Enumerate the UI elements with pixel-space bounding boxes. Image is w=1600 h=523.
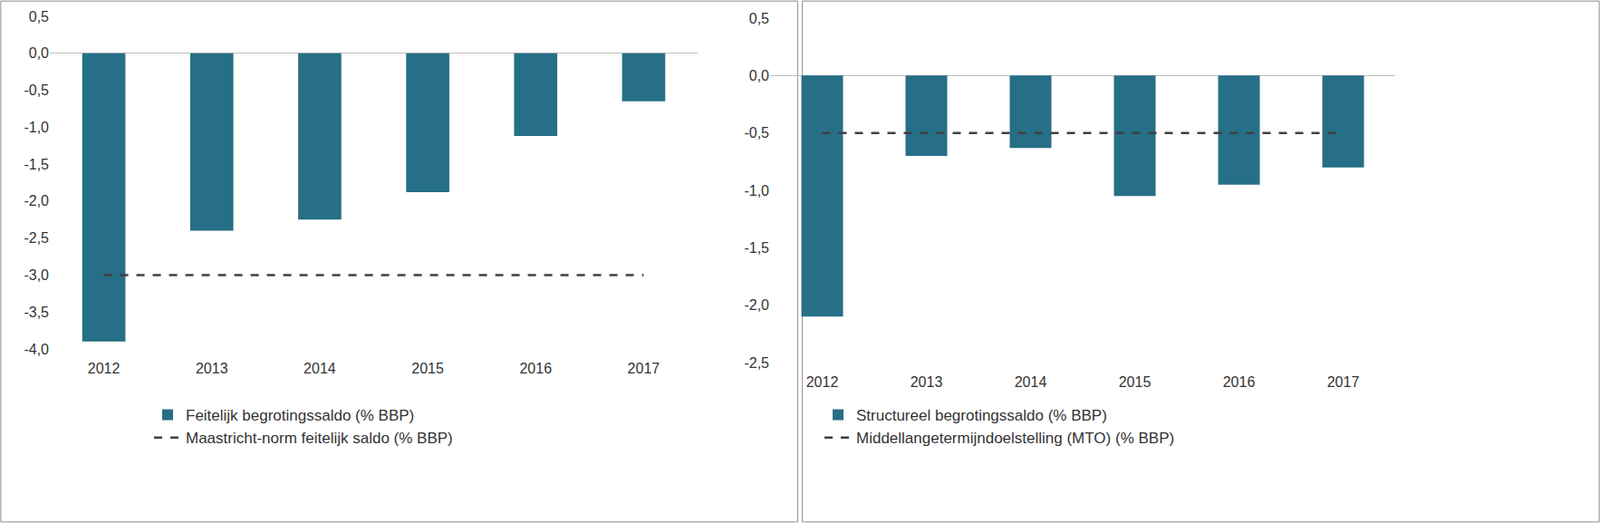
svg-text:-1,0: -1,0: [743, 183, 770, 199]
svg-text:2012: 2012: [87, 360, 121, 376]
svg-text:-2,0: -2,0: [743, 297, 770, 313]
svg-text:2014: 2014: [303, 360, 337, 376]
svg-text:2016: 2016: [519, 360, 552, 376]
svg-text:-3,5: -3,5: [23, 304, 49, 320]
svg-text:2015: 2015: [1118, 374, 1152, 390]
svg-text:2012: 2012: [806, 374, 839, 390]
svg-text:-2,0: -2,0: [23, 192, 49, 209]
svg-text:Middellangetermijndoelstelling: Middellangetermijndoelstelling (MTO) (% …: [856, 429, 1175, 447]
svg-text:Feitelijk begrotingssaldo (% B: Feitelijk begrotingssaldo (% BBP): [185, 406, 415, 425]
svg-text:-0,5: -0,5: [23, 82, 49, 98]
svg-text:-4,0: -4,0: [23, 341, 49, 357]
svg-text:0,5: 0,5: [28, 9, 49, 25]
svg-text:0,5: 0,5: [749, 10, 770, 27]
svg-text:2014: 2014: [1014, 374, 1048, 390]
svg-text:-3,0: -3,0: [23, 267, 49, 283]
svg-text:-2,5: -2,5: [23, 230, 49, 246]
svg-text:0,0: 0,0: [28, 45, 49, 61]
svg-text:Structureel begrotingssaldo (%: Structureel begrotingssaldo (% BBP): [856, 406, 1108, 425]
svg-text:-0,5: -0,5: [743, 125, 770, 141]
svg-text:-1,5: -1,5: [743, 240, 770, 256]
svg-text:-2,5: -2,5: [743, 355, 770, 371]
svg-text:-1,0: -1,0: [23, 119, 49, 135]
svg-text:2016: 2016: [1223, 374, 1256, 390]
svg-text:2013: 2013: [195, 360, 229, 376]
svg-text:Maastricht-norm feitelijk sald: Maastricht-norm feitelijk saldo (% BBP): [185, 429, 454, 447]
svg-text:2017: 2017: [627, 360, 661, 376]
svg-text:2013: 2013: [910, 374, 944, 390]
svg-text:0,0: 0,0: [749, 67, 770, 84]
svg-text:2015: 2015: [411, 360, 444, 376]
svg-text:-1,5: -1,5: [23, 156, 49, 173]
svg-text:2017: 2017: [1327, 374, 1360, 390]
